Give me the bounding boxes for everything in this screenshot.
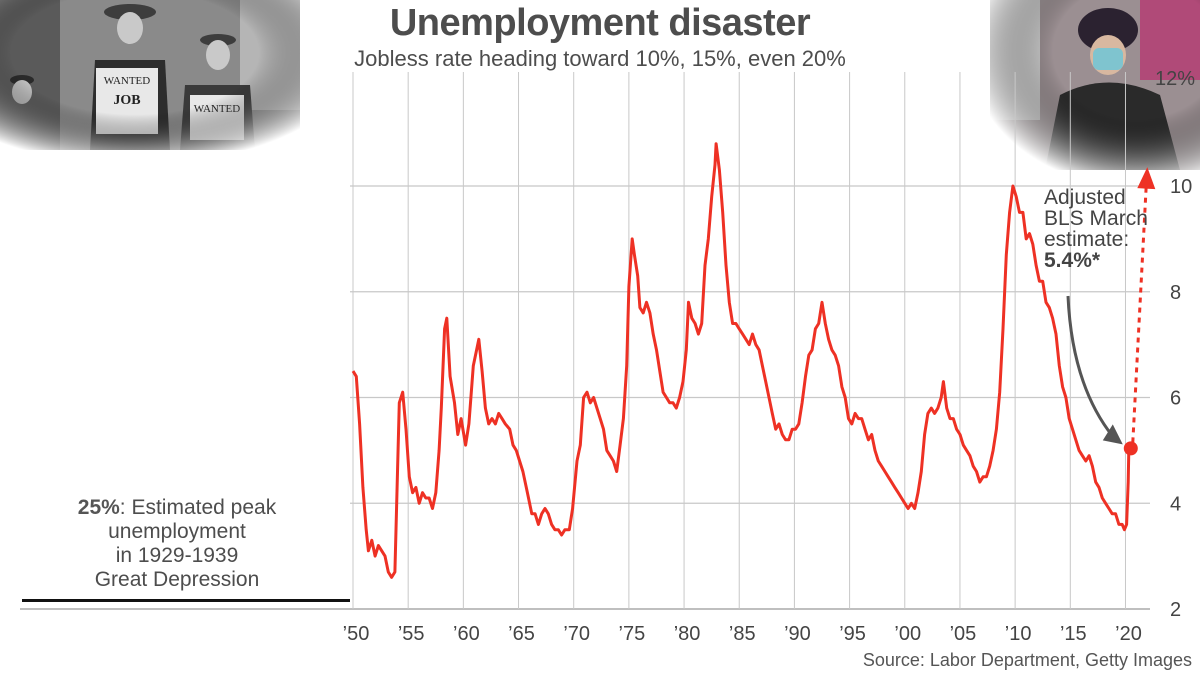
- bls-annotation: Adjusted BLS March estimate: 5.4%*: [1044, 187, 1148, 271]
- depression-note: 25%: Estimated peak unemployment in 1929…: [22, 496, 332, 592]
- depression-note-line-2: unemployment: [108, 520, 246, 543]
- x-tick-label: ’85: [729, 623, 756, 645]
- masked-person-photo: [990, 0, 1200, 170]
- x-tick-label: ’70: [563, 623, 590, 645]
- depression-reference-line: [22, 599, 350, 602]
- y-tick-label: 4: [1170, 493, 1181, 515]
- x-tick-label: ’55: [398, 623, 425, 645]
- masked-person-graphic: [990, 0, 1200, 170]
- x-tick-label: ’05: [950, 623, 977, 645]
- x-tick-label: ’65: [508, 623, 535, 645]
- x-tick-label: ’90: [784, 623, 811, 645]
- y-tick-label: 10: [1170, 176, 1192, 198]
- x-tick-label: ’60: [453, 623, 480, 645]
- annotation-value: 5.4%*: [1044, 249, 1101, 272]
- march-estimate-dot: [1123, 441, 1138, 456]
- projection-arrowhead: [1137, 167, 1156, 190]
- depression-note-line-1: : Estimated peak: [119, 496, 277, 519]
- annotation-line-1: Adjusted: [1044, 186, 1126, 209]
- y-tick-label: 8: [1170, 282, 1181, 304]
- y-top-label: 12%: [1155, 68, 1195, 90]
- x-tick-label: ’75: [619, 623, 646, 645]
- depression-peak-value: 25%: [77, 496, 120, 519]
- annotation-curved-arrow: [1066, 295, 1114, 438]
- x-tick-label: ’10: [1005, 623, 1032, 645]
- annotation-line-2: BLS March: [1044, 207, 1148, 230]
- depression-photo-graphic: WANTED JOB WANTED: [0, 0, 300, 150]
- y-tick-label: 2: [1170, 599, 1181, 621]
- x-tick-label: ’95: [839, 623, 866, 645]
- depression-photo: WANTED JOB WANTED: [0, 0, 300, 150]
- depression-note-line-4: Great Depression: [94, 568, 260, 591]
- x-tick-label: ’50: [343, 623, 370, 645]
- y-tick-label: 6: [1170, 388, 1181, 410]
- chart-subtitle: Jobless rate heading toward 10%, 15%, ev…: [354, 46, 846, 71]
- annotation-arrowhead: [1102, 424, 1123, 445]
- source-credit: Source: Labor Department, Getty Images: [862, 650, 1192, 670]
- depression-note-line-3: in 1929-1939: [115, 544, 239, 567]
- chart-title: Unemployment disaster: [389, 2, 811, 44]
- x-tick-label: ’00: [894, 623, 921, 645]
- x-tick-label: ’20: [1115, 623, 1142, 645]
- x-tick-label: ’80: [674, 623, 701, 645]
- y-axis-ticks: 2 4 6 8 10: [1170, 176, 1192, 621]
- unemployment-rate-line: [351, 142, 1131, 579]
- x-axis-ticks: ’50 ’55 ’60 ’65 ’70 ’75 ’80 ’85 ’90 ’95 ’00 ’05 ’10 ’…: [343, 623, 1142, 645]
- annotation-line-3: estimate:: [1044, 228, 1130, 251]
- x-tick-label: ’15: [1060, 623, 1087, 645]
- projection-dotted-line: [1131, 184, 1148, 443]
